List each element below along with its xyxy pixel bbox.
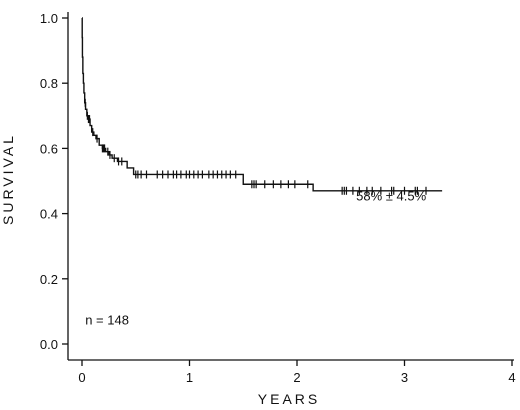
y-tick-label: 0.0 [40,337,58,352]
y-tick-label: 1.0 [40,11,58,26]
survival-step-line [81,17,443,192]
axes [67,12,514,361]
y-tick-label: 0.4 [40,207,58,222]
x-tick-label: 3 [401,370,408,385]
y-tick-label: 0.8 [40,76,58,91]
censor-marks [84,98,427,195]
x-tick-label: 4 [508,370,515,385]
sample-size-label: n = 148 [85,312,129,327]
y-tick-label: 0.6 [40,141,58,156]
x-axis-title: YEARS [258,391,320,407]
survival-curve [81,17,443,192]
y-axis-title: SURVIVAL [0,133,16,225]
ticks: 0.0 0.2 0.4 0.6 0.8 1.0 0 1 2 3 4 [40,11,516,385]
x-tick-label: 0 [78,370,85,385]
labels: YEARS SURVIVAL 58% ± 4.5% n = 148 [0,133,427,407]
y-tick-label: 0.2 [40,272,58,287]
survival-estimate-label: 58% ± 4.5% [356,189,426,204]
x-tick-label: 2 [293,370,300,385]
x-tick-label: 1 [186,370,193,385]
